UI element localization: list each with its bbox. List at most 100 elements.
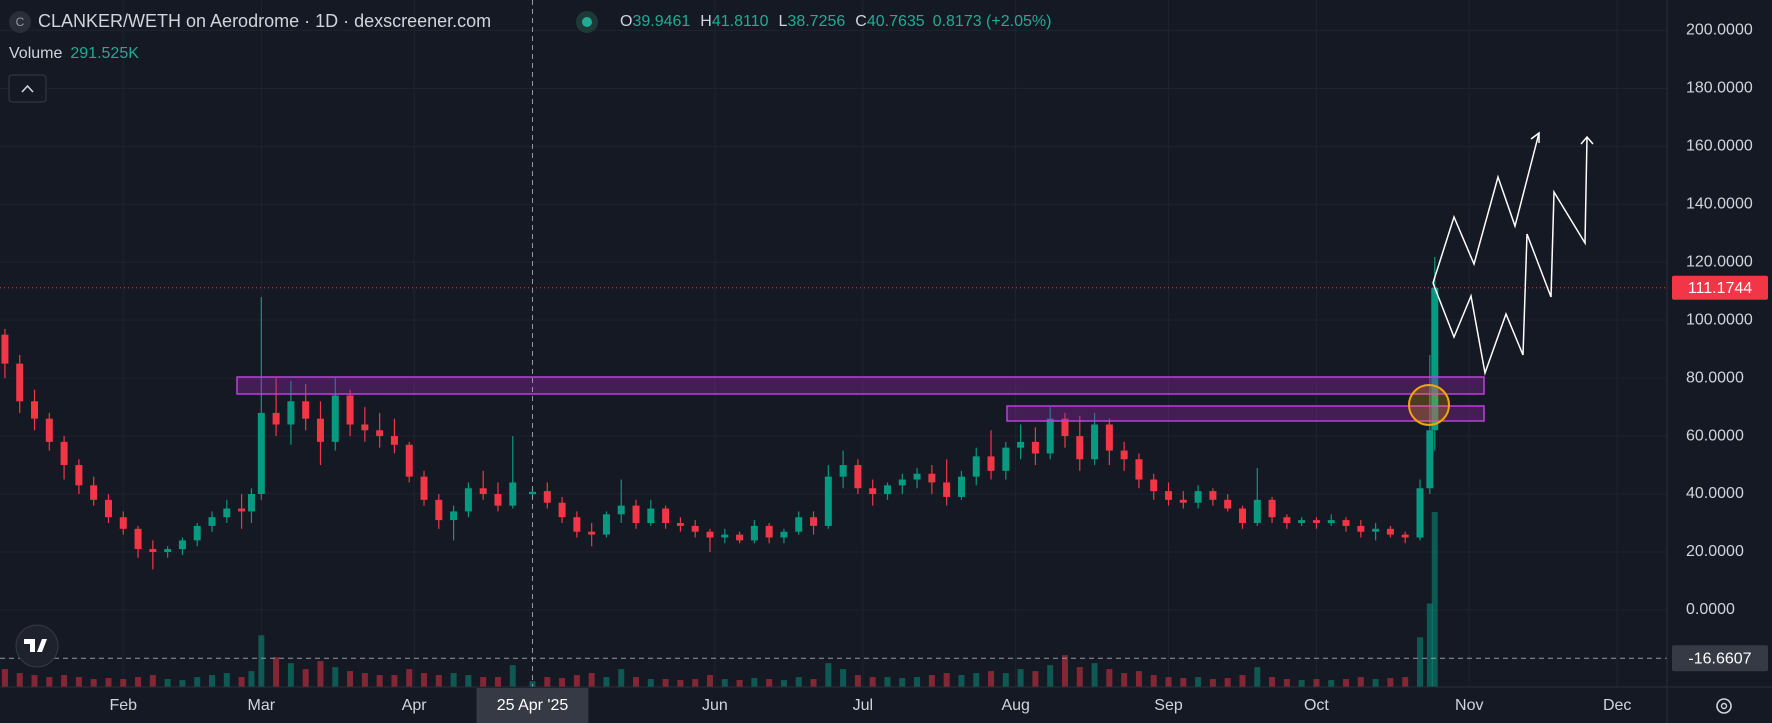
candle-body [1120, 450, 1128, 460]
volume-bar [1047, 665, 1054, 687]
volume-bar [1076, 667, 1083, 687]
candle-body [450, 511, 458, 521]
candle-body [913, 473, 921, 480]
legend-value: 41.8110 [712, 13, 769, 30]
volume-bar [1387, 678, 1394, 687]
collapse-icon[interactable] [21, 84, 34, 93]
y-tick-label: 100.0000 [1686, 311, 1753, 328]
candle-body [1401, 534, 1409, 538]
candle-body [1386, 528, 1394, 535]
volume-value: 291.525K [70, 45, 139, 62]
legend-label: H [700, 13, 712, 30]
candle-body [662, 508, 670, 524]
candle-body [869, 488, 877, 495]
volume-bar [1017, 669, 1024, 687]
candle-body [247, 494, 255, 512]
volume-bar [31, 675, 38, 687]
volume-bar [988, 671, 995, 687]
volume-bar [1239, 675, 1246, 687]
candle-body [16, 363, 24, 402]
candle-body [75, 465, 83, 486]
x-tick-label: Oct [1304, 697, 1329, 714]
volume-bar [884, 677, 891, 687]
volume-bar [751, 678, 758, 687]
candle-body [1209, 491, 1217, 500]
last-price-tag [1672, 275, 1768, 300]
candle-body [316, 418, 324, 442]
volume-bar [494, 677, 501, 687]
volume-bar [1343, 679, 1350, 687]
volume-bar [509, 665, 516, 687]
candle-body [676, 523, 684, 526]
volume-bar [465, 675, 472, 687]
volume-bar [1091, 663, 1098, 687]
volume-bar [1165, 677, 1172, 687]
candle-body [45, 418, 53, 442]
y-tick-label: 80.0000 [1686, 369, 1744, 386]
volume-bar [869, 677, 876, 687]
candle-body [1342, 520, 1350, 526]
volume-bar [1195, 677, 1202, 687]
candle-body [90, 485, 98, 500]
logo-mark[interactable] [24, 639, 47, 652]
volume-bar [1032, 671, 1039, 687]
ohlc-legend: O39.9461 H41.8110 L38.7256 C40.7635 0.8173 (… [620, 13, 1051, 30]
volume-bar [780, 680, 787, 687]
crosshair-x-label: 25 Apr '25 [497, 697, 569, 714]
chart-title: CLANKER/WETH on Aerodrome · 1D · dexscre… [38, 11, 491, 31]
volume-bar [332, 667, 339, 687]
candle-body [602, 514, 610, 535]
volume-legend: Volume 291.525K [9, 45, 139, 62]
candle-body [420, 476, 428, 500]
volume-bar [450, 673, 457, 687]
logo-circle[interactable] [15, 624, 59, 668]
candle-body [721, 534, 729, 538]
volume-bar [406, 669, 413, 687]
zone-rect [236, 376, 1485, 395]
collapse-button-box[interactable] [8, 74, 47, 103]
candle-body [1357, 525, 1365, 532]
volume-bar [840, 669, 847, 687]
volume-bar [943, 673, 950, 687]
settings-button[interactable] [1716, 698, 1732, 714]
volume-bar [928, 675, 935, 687]
volume-bar [347, 671, 354, 687]
volume-bar [692, 679, 699, 687]
y-tick-label: 0.0000 [1686, 601, 1735, 618]
candle-body [1224, 499, 1232, 509]
volume-bar [258, 635, 265, 687]
y-tick-label: 60.0000 [1686, 427, 1744, 444]
crosshair-x-tag [476, 688, 589, 723]
volume-bar [317, 661, 324, 687]
volume-bar [90, 679, 97, 687]
highlight-circle [1408, 384, 1450, 426]
tradingview-logo[interactable] [15, 624, 59, 668]
volume-bar [164, 679, 171, 687]
volume-bar [1061, 655, 1068, 687]
candle-body [287, 401, 295, 425]
volume-bar [135, 677, 142, 687]
candle-body [509, 482, 517, 506]
collapse-button[interactable] [8, 74, 47, 103]
volume-bar [899, 678, 906, 687]
candle-body [543, 491, 551, 503]
candle-body [1135, 459, 1143, 480]
candle-body [1165, 491, 1173, 500]
settings-icon[interactable] [1716, 698, 1732, 714]
volume-bar [973, 673, 980, 687]
volume-bar [1150, 675, 1157, 687]
candle-body [119, 517, 127, 529]
volume-bar [302, 669, 309, 687]
last-price-label: 111.1744 [1688, 280, 1752, 297]
settings-icon-center[interactable] [1720, 702, 1728, 710]
y-tick-label: 40.0000 [1686, 485, 1744, 502]
volume-bar [16, 673, 23, 687]
volume-bar [573, 675, 580, 687]
candle-body [1416, 488, 1424, 538]
candle-body [1105, 424, 1113, 451]
candle-body [208, 517, 216, 526]
volume-bar [421, 673, 428, 687]
candle-body [390, 436, 398, 445]
token-icon [9, 11, 31, 33]
